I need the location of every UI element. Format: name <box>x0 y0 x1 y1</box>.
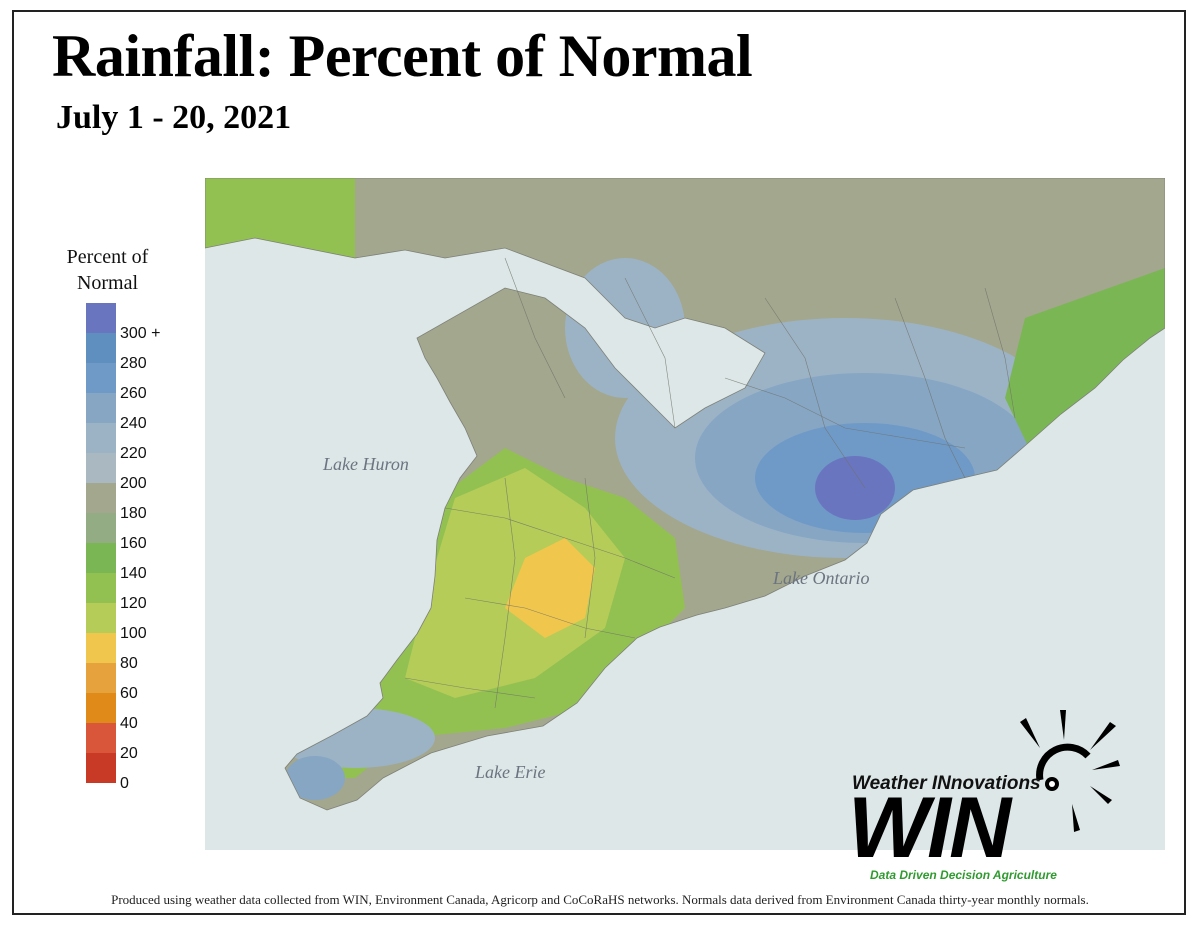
legend-title: Percent of Normal <box>66 246 149 294</box>
data-source-footer: Produced using weather data collected fr… <box>111 892 1089 907</box>
page-title: Rainfall: Percent of Normal <box>52 23 753 89</box>
legend-swatch <box>86 513 116 543</box>
legend-swatch <box>86 453 116 483</box>
figure-border <box>12 10 1186 915</box>
legend-swatch <box>86 723 116 753</box>
legend-tick-label: 160 <box>120 535 147 552</box>
legend-tick-label: 80 <box>120 655 138 672</box>
legend-swatch <box>86 573 116 603</box>
legend-swatch <box>86 423 116 453</box>
legend-tick-label: 220 <box>120 445 147 462</box>
legend-swatch <box>86 393 116 423</box>
legend-tick-label: 20 <box>120 745 138 762</box>
sun-logo-icon <box>1020 710 1120 832</box>
logo-brand-name: Weather INnovations <box>852 773 1041 794</box>
legend-tick-label: 300 + <box>120 325 161 342</box>
legend-swatch <box>86 663 116 693</box>
legend-swatch <box>86 543 116 573</box>
rainfall-map: Lake Huron Lake Ontario Lake Erie <box>205 178 1165 850</box>
lake-ontario-label: Lake Ontario <box>772 568 870 588</box>
legend-swatch <box>86 333 116 363</box>
legend-swatch <box>86 633 116 663</box>
legend-swatch <box>86 603 116 633</box>
lake-erie-label: Lake Erie <box>474 762 545 782</box>
logo-tagline: Data Driven Decision Agriculture <box>870 868 1057 882</box>
legend-tick-label: 120 <box>120 595 147 612</box>
legend-swatch <box>86 753 116 783</box>
logo-mark: WIN <box>848 780 1011 876</box>
legend-swatch <box>86 303 116 333</box>
legend-color-bar <box>86 303 116 783</box>
legend-swatch <box>86 483 116 513</box>
legend-swatch <box>86 693 116 723</box>
legend-tick-label: 0 <box>120 775 129 792</box>
legend-tick-label: 60 <box>120 685 138 702</box>
legend-tick-label: 280 <box>120 355 147 372</box>
legend-tick-label: 200 <box>120 475 147 492</box>
legend-tick-label: 180 <box>120 505 147 522</box>
legend-tick-label: 100 <box>120 625 147 642</box>
legend-tick-label: 140 <box>120 565 147 582</box>
lake-huron-label: Lake Huron <box>322 454 409 474</box>
legend-tick-label: 260 <box>120 385 147 402</box>
legend-tick-label: 240 <box>120 415 147 432</box>
date-range-subtitle: July 1 - 20, 2021 <box>56 99 292 136</box>
legend-swatch <box>86 363 116 393</box>
legend-tick-label: 40 <box>120 715 138 732</box>
